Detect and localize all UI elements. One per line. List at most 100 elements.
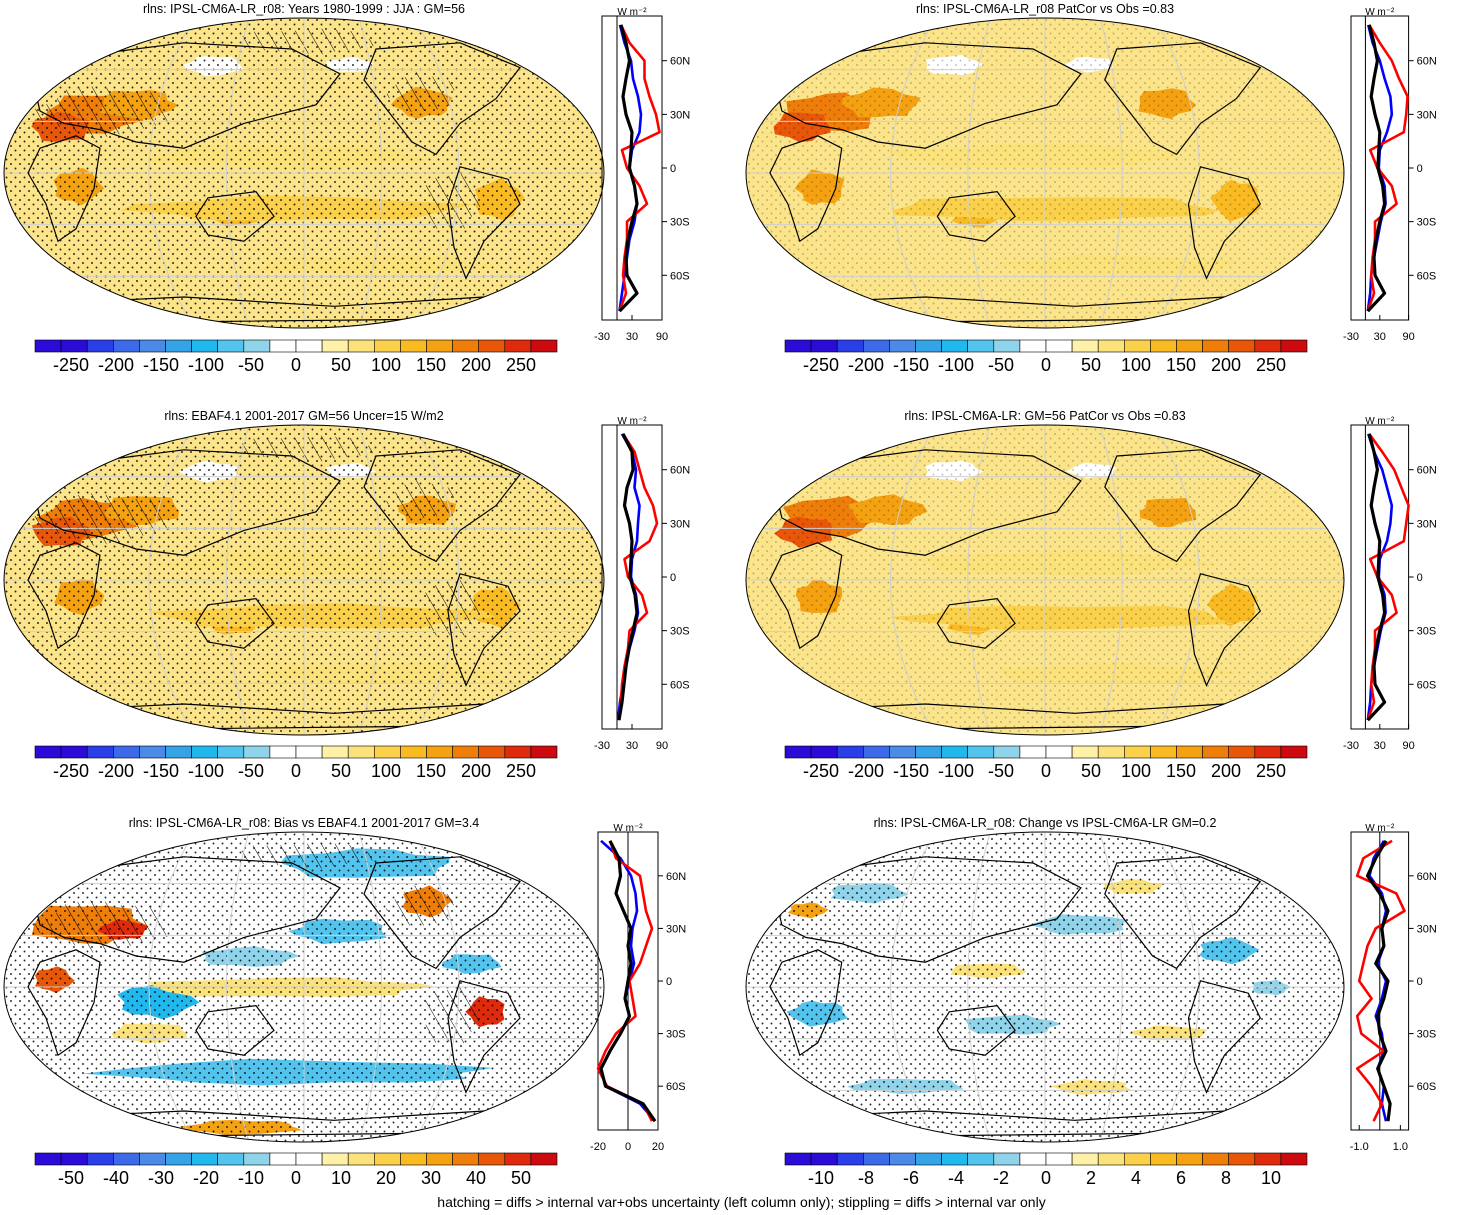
x-tick-label: 30 (1374, 740, 1386, 752)
colorbar-swatch (139, 1152, 166, 1166)
colorbar-label: 250 (506, 761, 536, 781)
colorbar-swatch (530, 1152, 558, 1166)
longitude-gridline (413, 425, 460, 735)
longitude-gridline (967, 18, 991, 328)
colorbar-label: 250 (506, 355, 536, 375)
colorbar-swatch (1150, 745, 1177, 759)
colorbar: -10 -8 -6 -4 -2 0 2 4 6 8 10 (784, 1152, 1308, 1188)
coastline (27, 135, 101, 243)
lat-tick-label: 30N (666, 923, 686, 935)
longitude-gridline (148, 425, 195, 735)
colorbar-label: -10 (808, 1168, 834, 1188)
colorbar-swatch (86, 339, 114, 353)
zonal-mean-plot: 60N 30N 0 30S 60S -20 0 20 W m⁻² (590, 823, 686, 1153)
colorbar-swatch (993, 339, 1021, 353)
coastline (27, 949, 101, 1057)
x-tick-label: -30 (594, 331, 610, 343)
zonal-line-black (618, 24, 639, 313)
colorbar-label: -50 (58, 1168, 84, 1188)
coastline (1187, 980, 1262, 1094)
colorbar-swatch (1019, 745, 1047, 759)
x-tick-label: 90 (656, 331, 668, 343)
colorbar-swatch (269, 339, 297, 353)
colorbar-label: 8 (1221, 1168, 1231, 1188)
colorbar-swatch (34, 745, 62, 759)
colorbar-label: 200 (461, 761, 491, 781)
x-tick-label: -1.0 (1350, 1141, 1369, 1153)
colorbar-swatch (321, 1152, 349, 1166)
longitude-gridline (1154, 425, 1200, 735)
colorbar-swatch (1176, 1152, 1203, 1166)
colorbar-label: -150 (143, 761, 179, 781)
coastline (33, 42, 341, 149)
colorbar-swatch (34, 1152, 62, 1166)
colorbar-swatch (1176, 339, 1203, 353)
coastline (363, 449, 521, 563)
colorbar-swatch (1202, 745, 1229, 759)
coastline (775, 856, 1082, 963)
zonal-unit-label: W m⁻² (1365, 823, 1395, 834)
colorbar-swatch (426, 745, 453, 759)
lat-tick-label: 30N (1417, 923, 1437, 935)
hatching (422, 984, 483, 1047)
colorbar-label: -50 (238, 355, 264, 375)
colorbar-swatch (784, 745, 812, 759)
colorbar-swatch (113, 745, 140, 759)
x-tick-label: 30 (626, 740, 638, 752)
colorbar-swatch (1097, 745, 1125, 759)
lat-tick-label: 0 (666, 976, 672, 988)
coastline (447, 573, 521, 687)
lat-tick-label: 60S (1417, 679, 1437, 691)
hatching (385, 478, 458, 522)
colorbar-swatch (400, 745, 427, 759)
colorbar: -250 -200 -150 -100 -50 0 50 100 150 200 250 (34, 745, 558, 781)
colorbar-label: 0 (1041, 1168, 1051, 1188)
colorbar-swatch (1150, 339, 1177, 353)
figure-canvas: rlns: IPSL-CM6A-LR_r08: Years 1980-1999 … (3, 2, 1437, 1188)
colorbar-label: -100 (938, 761, 974, 781)
colorbar-swatch (373, 339, 401, 353)
colorbar-swatch (530, 339, 558, 353)
colorbar-swatch (191, 1152, 219, 1166)
lat-tick-label: 60S (670, 679, 690, 691)
colorbar-swatch (862, 339, 890, 353)
colorbar-swatch (347, 745, 375, 759)
coastline (33, 449, 341, 556)
coastline (195, 597, 275, 649)
colorbar-swatch (810, 1152, 838, 1166)
colorbar-swatch (60, 1152, 88, 1166)
colorbar-swatch (139, 339, 166, 353)
colorbar-label: 6 (1176, 1168, 1186, 1188)
colorbar-swatch (993, 1152, 1021, 1166)
x-tick-label: 20 (652, 1141, 664, 1153)
colorbar-label: -100 (188, 761, 224, 781)
longitude-gridline (358, 18, 382, 328)
colorbar-swatch (478, 1152, 506, 1166)
colorbar-swatch (1097, 339, 1125, 353)
zonal-mean-plot: 60N 30N 0 30S 60S -30 30 90 W m⁻² (1343, 7, 1437, 343)
colorbar-swatch (113, 1152, 140, 1166)
x-tick-label: -20 (590, 1141, 606, 1153)
lat-tick-label: 30S (1417, 626, 1437, 638)
colorbar-swatch (295, 745, 323, 759)
longitude-gridline (358, 425, 382, 735)
lat-tick-label: 60N (1417, 56, 1437, 68)
lat-tick-label: 30N (670, 109, 690, 121)
lat-tick-label: 0 (1417, 976, 1423, 988)
colorbar-label: 30 (421, 1168, 441, 1188)
lat-tick-label: 30S (666, 1029, 686, 1041)
colorbar: -50 -40 -30 -20 -10 0 10 20 30 40 50 (34, 1152, 558, 1188)
colorbar-swatch (217, 745, 245, 759)
colorbar-swatch (347, 339, 375, 353)
colorbar-label: 0 (291, 1168, 301, 1188)
colorbar: -250 -200 -150 -100 -50 0 50 100 150 200 250 (784, 339, 1308, 375)
colorbar-swatch (295, 339, 323, 353)
coastline (447, 166, 521, 280)
colorbar-swatch (1097, 1152, 1125, 1166)
lat-tick-label: 60S (666, 1081, 686, 1093)
map-panel-4: rlns: IPSL-CM6A-LR: GM=56 PatCor vs Obs … (745, 409, 1345, 736)
colorbar-swatch (1254, 1152, 1282, 1166)
coastline (447, 980, 521, 1094)
colorbar: -250 -200 -150 -100 -50 0 50 100 150 200 250 (34, 339, 558, 375)
lat-tick-label: 30S (670, 626, 690, 638)
